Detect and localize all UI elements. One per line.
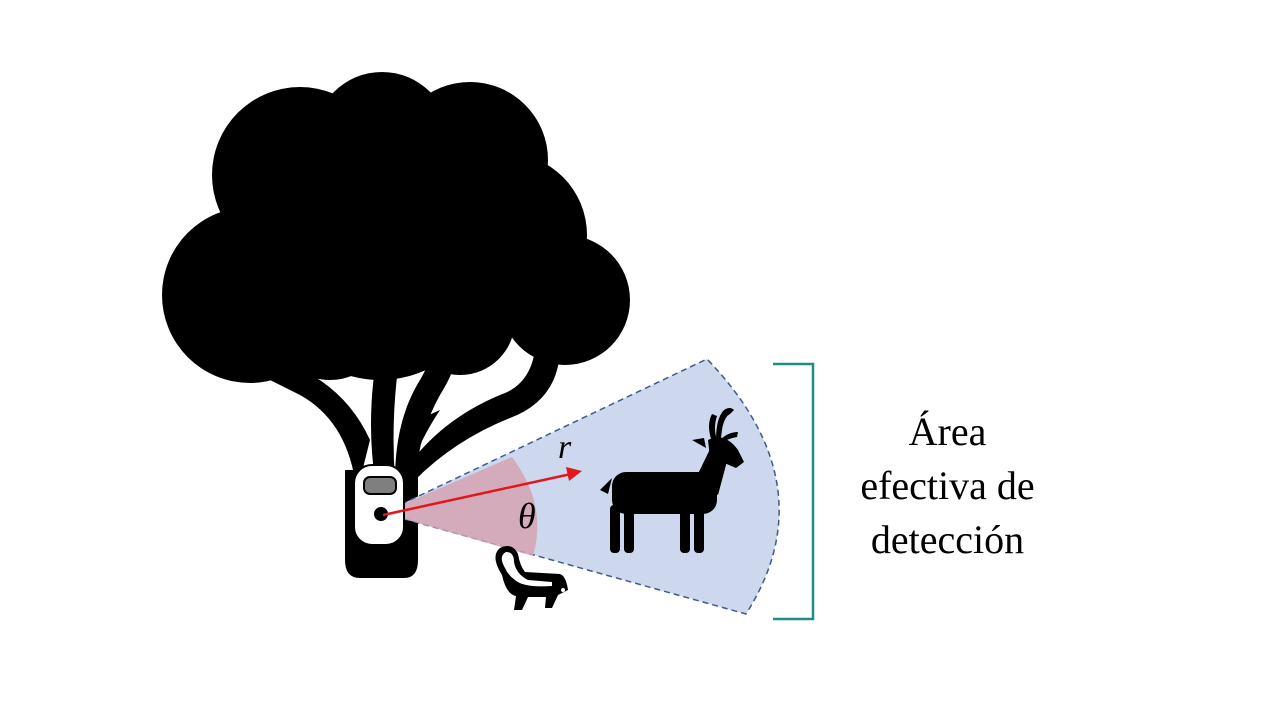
angle-sector [383,457,538,556]
area-label: Área efectiva de detección [830,405,1065,567]
detection-zone [380,358,780,615]
skunk-icon [495,546,568,610]
area-label-line2: efectiva de [860,463,1035,508]
camera-trap-icon [353,464,405,546]
angle-label: θ [518,496,536,536]
radius-arrow [382,467,582,517]
area-label-line1: Área [908,409,987,454]
area-label-line3: detección [870,517,1025,562]
radius-label: r [558,429,572,466]
tree-icon [162,72,630,578]
area-bracket [773,362,815,621]
deer-icon [600,408,744,553]
